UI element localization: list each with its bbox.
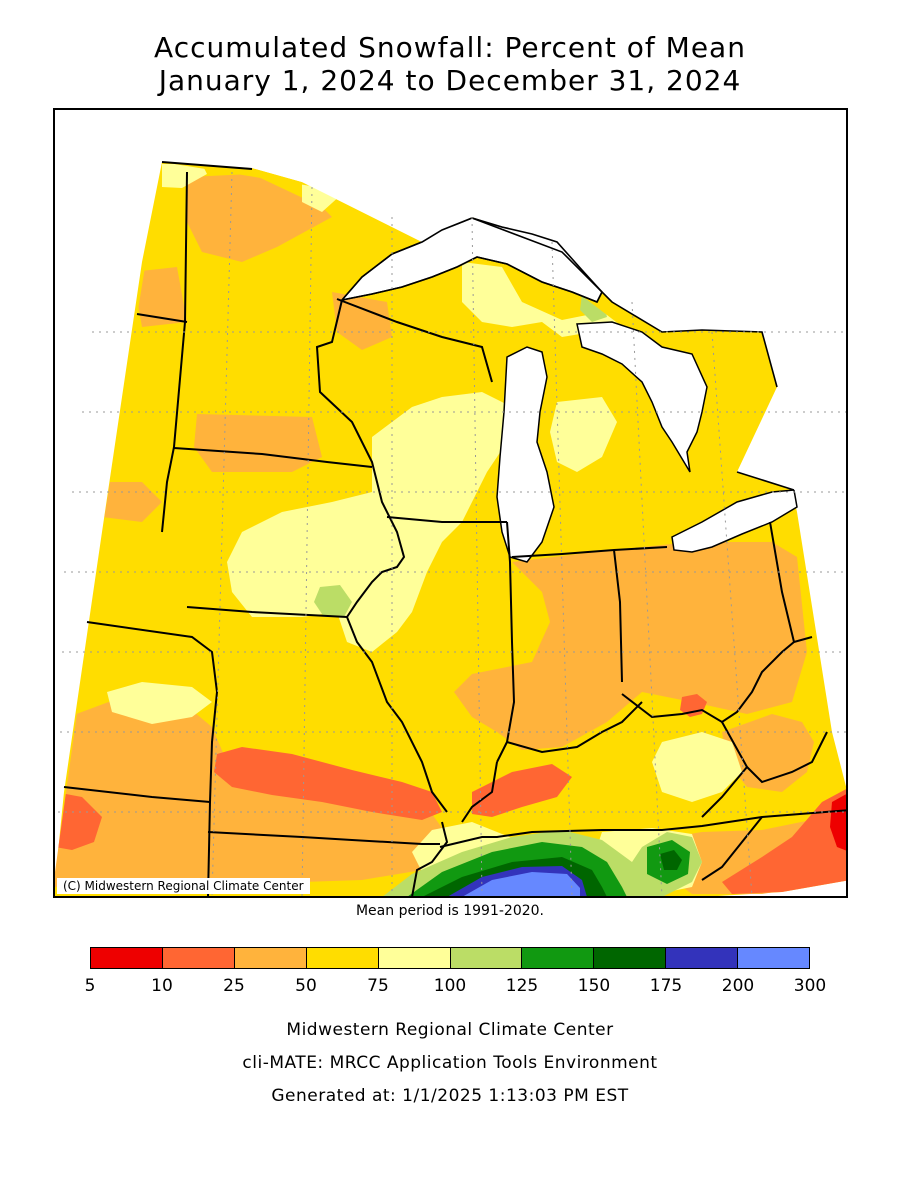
zone-200-300 xyxy=(462,872,580,896)
legend-tick-label: 150 xyxy=(577,976,611,996)
legend-tick-labels: 5 10 25 50 75 100 125 150 175 200 300 xyxy=(85,976,827,996)
zone-10-25 xyxy=(55,694,846,894)
legend-tick-label: 300 xyxy=(793,976,827,996)
map-date-range: January 1, 2024 to December 31, 2024 xyxy=(158,64,742,97)
snowfall-map xyxy=(55,110,846,896)
legend-tick-label: 200 xyxy=(721,976,755,996)
legend-tick-label: 50 xyxy=(295,976,317,996)
legend-swatch xyxy=(91,948,163,968)
legend-tick-label: 175 xyxy=(649,976,683,996)
legend-swatch xyxy=(450,948,523,968)
map-title: Accumulated Snowfall: Percent of Mean xyxy=(154,31,746,64)
state-boundaries xyxy=(63,161,846,896)
legend-swatch xyxy=(594,948,667,968)
color-legend xyxy=(90,947,810,969)
legend-swatch xyxy=(306,948,379,968)
legend-tick-label: 10 xyxy=(151,976,173,996)
footer-organization: Midwestern Regional Climate Center xyxy=(286,1020,614,1040)
legend-tick-label: 125 xyxy=(505,976,539,996)
lake-michigan xyxy=(496,346,555,563)
legend-swatch xyxy=(666,948,739,968)
legend-swatch xyxy=(162,948,235,968)
legend-tick-label: 5 xyxy=(84,976,96,996)
mean-period-note: Mean period is 1991-2020. xyxy=(355,903,545,919)
legend-tick-label: 75 xyxy=(367,976,389,996)
legend-swatch xyxy=(522,948,595,968)
legend-tick-label: 25 xyxy=(223,976,245,996)
coastlines xyxy=(339,217,795,491)
legend-tick-label: 100 xyxy=(433,976,467,996)
footer-tool-name: cli-MATE: MRCC Application Tools Environ… xyxy=(242,1053,658,1073)
map-panel: (C) Midwestern Regional Climate Center xyxy=(53,108,848,898)
legend-swatch xyxy=(234,948,307,968)
copyright-note: (C) Midwestern Regional Climate Center xyxy=(57,878,310,894)
footer-generated-time: Generated at: 1/1/2025 1:13:03 PM EST xyxy=(271,1086,629,1106)
graticule xyxy=(58,171,846,896)
lake-erie xyxy=(671,489,798,553)
lake-huron xyxy=(576,321,708,473)
zone-5-10 xyxy=(830,792,846,852)
legend-swatch xyxy=(738,948,810,968)
canada-region xyxy=(55,110,846,502)
legend-swatch xyxy=(378,948,451,968)
